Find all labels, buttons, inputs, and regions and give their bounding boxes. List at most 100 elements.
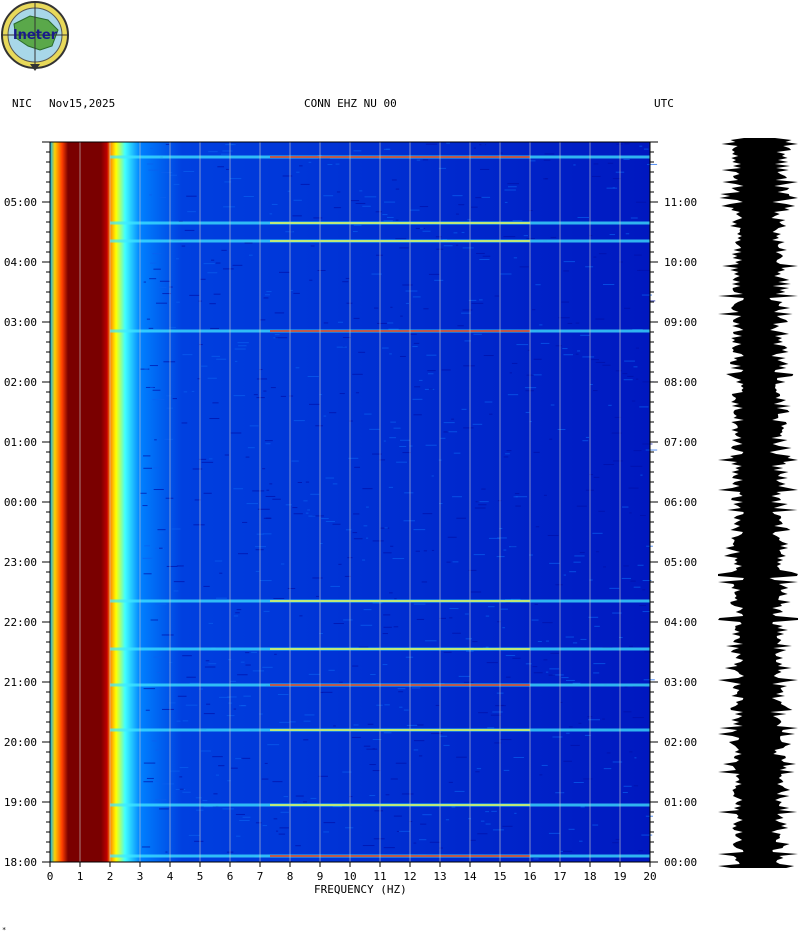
noise-speckle xyxy=(305,481,310,483)
noise-speckle xyxy=(151,740,157,742)
noise-speckle xyxy=(623,711,632,713)
noise-speckle xyxy=(398,830,410,832)
noise-speckle xyxy=(485,615,490,617)
noise-speckle xyxy=(183,171,195,173)
noise-speckle xyxy=(187,211,196,213)
noise-speckle xyxy=(212,402,219,404)
network-label: NIC xyxy=(12,97,32,110)
noise-speckle xyxy=(387,322,394,324)
noise-speckle xyxy=(181,422,188,424)
noise-speckle xyxy=(313,217,323,219)
noise-speckle xyxy=(148,327,154,329)
noise-speckle xyxy=(630,217,638,219)
noise-speckle xyxy=(507,186,517,188)
noise-speckle xyxy=(560,701,563,703)
noise-speckle xyxy=(462,247,474,249)
noise-speckle xyxy=(388,328,399,330)
noise-speckle xyxy=(507,183,520,185)
noise-speckle xyxy=(384,527,388,529)
noise-speckle xyxy=(235,360,238,362)
noise-speckle xyxy=(342,281,349,283)
noise-speckle xyxy=(642,580,652,582)
noise-speckle xyxy=(370,673,376,675)
energy-band-core xyxy=(270,600,530,602)
energy-band-core xyxy=(270,330,530,332)
noise-speckle xyxy=(612,842,619,844)
noise-speckle xyxy=(299,615,303,617)
noise-speckle xyxy=(563,354,573,356)
noise-speckle xyxy=(186,195,197,197)
noise-speckle xyxy=(619,261,623,263)
noise-speckle xyxy=(152,399,165,401)
noise-speckle xyxy=(371,273,383,275)
noise-speckle xyxy=(165,851,168,853)
noise-speckle xyxy=(227,696,237,698)
noise-speckle xyxy=(237,674,248,676)
noise-speckle xyxy=(545,640,549,642)
noise-speckle xyxy=(609,234,616,236)
noise-speckle xyxy=(162,293,172,295)
noise-speckle xyxy=(497,537,507,539)
noise-speckle xyxy=(641,834,653,836)
noise-speckle xyxy=(265,495,276,497)
noise-speckle xyxy=(279,827,289,829)
noise-speckle xyxy=(226,168,229,170)
noise-speckle xyxy=(198,344,203,346)
noise-speckle xyxy=(182,791,191,793)
noise-speckle xyxy=(413,414,422,416)
noise-speckle xyxy=(419,227,424,229)
noise-speckle xyxy=(425,444,437,446)
noise-speckle xyxy=(169,286,173,288)
noise-speckle xyxy=(329,412,337,414)
noise-speckle xyxy=(246,503,259,505)
noise-speckle xyxy=(325,520,336,522)
noise-speckle xyxy=(470,591,482,593)
right-time-label: 07:00 xyxy=(664,436,697,449)
noise-speckle xyxy=(383,847,395,849)
noise-speckle xyxy=(293,292,300,294)
noise-speckle xyxy=(344,575,351,577)
noise-speckle xyxy=(259,369,263,371)
noise-speckle xyxy=(323,822,336,824)
right-time-label: 08:00 xyxy=(664,376,697,389)
noise-speckle xyxy=(352,532,358,534)
noise-speckle xyxy=(475,501,480,503)
noise-speckle xyxy=(542,622,553,624)
noise-speckle xyxy=(245,652,250,654)
noise-speckle xyxy=(319,394,323,396)
noise-speckle xyxy=(165,395,172,397)
noise-speckle xyxy=(165,143,170,145)
noise-speckle xyxy=(353,317,360,319)
noise-speckle xyxy=(567,322,573,324)
x-tick-label: 8 xyxy=(287,870,294,883)
noise-speckle xyxy=(603,464,615,466)
noise-speckle xyxy=(297,481,303,483)
noise-speckle xyxy=(255,822,262,824)
noise-speckle xyxy=(452,561,459,563)
noise-speckle xyxy=(304,714,315,716)
noise-speckle xyxy=(349,796,353,798)
noise-speckle xyxy=(463,365,475,367)
noise-speckle xyxy=(375,254,383,256)
noise-speckle xyxy=(422,513,433,515)
noise-speckle xyxy=(456,756,467,758)
noise-speckle xyxy=(539,324,543,326)
noise-speckle xyxy=(477,501,489,503)
noise-speckle xyxy=(337,321,344,323)
noise-speckle xyxy=(614,416,622,418)
noise-speckle xyxy=(490,714,502,716)
noise-speckle xyxy=(563,270,569,272)
noise-speckle xyxy=(399,247,409,249)
noise-speckle xyxy=(405,656,414,658)
noise-speckle xyxy=(262,666,273,668)
noise-speckle xyxy=(643,148,649,150)
noise-speckle xyxy=(643,679,655,681)
noise-speckle xyxy=(535,284,541,286)
noise-speckle xyxy=(280,811,289,813)
noise-speckle xyxy=(327,163,333,165)
noise-speckle xyxy=(156,302,168,304)
noise-speckle xyxy=(186,676,196,678)
right-time-label: 01:00 xyxy=(664,796,697,809)
noise-speckle xyxy=(239,705,247,707)
noise-speckle xyxy=(265,443,271,445)
